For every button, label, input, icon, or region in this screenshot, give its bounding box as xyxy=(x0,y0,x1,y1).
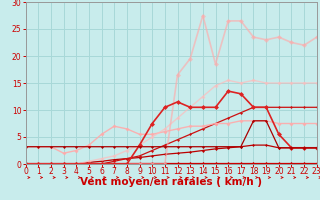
X-axis label: Vent moyen/en rafales ( km/h ): Vent moyen/en rafales ( km/h ) xyxy=(80,177,262,187)
